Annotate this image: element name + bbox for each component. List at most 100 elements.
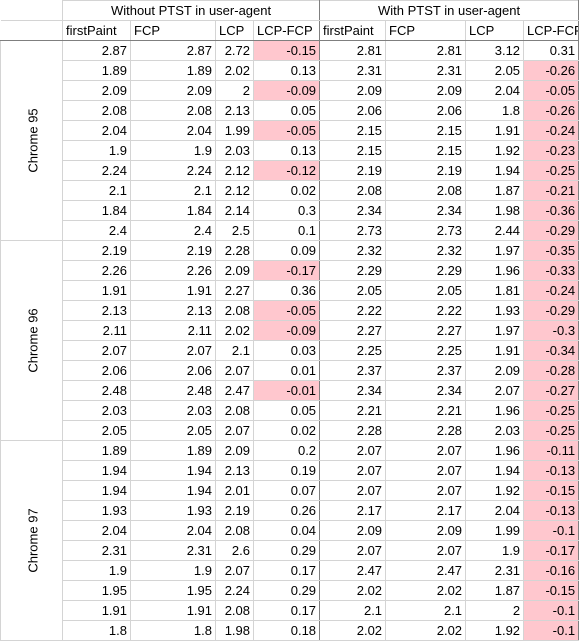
table-cell: 2.27 [215,280,254,301]
table-cell: 1.99 [465,520,525,541]
table-cell: 2.1 [385,600,467,621]
table-cell: 2.06 [130,360,216,381]
table-cell: 1.87 [465,180,525,201]
table-cell: 0.09 [252,240,321,261]
col-header-fcp-without: FCP [130,20,216,41]
table-cell: -0.28 [523,360,580,381]
table-cell: 2.07 [319,540,387,561]
table-cell: -0.24 [523,280,580,301]
col-header-lcp-fcp-with: LCP-FCP [523,20,580,41]
table-cell: 2.04 [130,120,216,141]
table-cell: 2.01 [215,480,254,501]
table-cell: -0.05 [252,300,321,321]
table-cell: 2.07 [385,540,467,561]
table-cell: 1.89 [62,60,131,81]
table-cell: 0.2 [252,440,321,461]
group-label-text: Chrome 97 [25,508,41,573]
table-cell: -0.33 [523,260,580,281]
table-cell: 2.08 [215,300,254,321]
table-cell: 0.1 [252,220,321,241]
table-cell: 2.47 [215,380,254,401]
table-cell: -0.1 [523,520,580,541]
table-row: 2.07 2.07 2.1 0.03 2.25 2.25 1.91 -0.34 [1,340,580,361]
group-label: Chrome 95 [0,40,63,241]
table-cell: -0.29 [523,220,580,241]
table-cell: -0.34 [523,340,580,361]
table-cell: 2.28 [215,240,254,261]
table-cell: -0.01 [252,380,321,401]
table-cell: 1.94 [130,460,216,481]
table-cell: 2.31 [465,560,525,581]
table-cell: 2.13 [62,300,131,321]
table-cell: 1.9 [130,560,216,581]
table-cell: -0.26 [523,100,580,121]
table-cell: 2.1 [319,600,387,621]
table-cell: 2.09 [385,80,467,101]
table-cell: -0.35 [523,240,580,261]
column-header-row: firstPaint FCP LCP LCP-FCP firstPaint FC… [0,20,580,41]
col-header-lcp-without: LCP [215,20,254,41]
table-cell: 2.09 [385,520,467,541]
table-cell: 2.5 [215,220,254,241]
table-cell: 2.07 [319,440,387,461]
table-cell: -0.05 [252,120,321,141]
table-cell: 2.24 [130,160,216,181]
table-row: 2.05 2.05 2.07 0.02 2.28 2.28 2.03 -0.25 [1,420,580,441]
table-cell: 2.02 [319,620,387,641]
table-cell: 2.06 [319,100,387,121]
table-cell: 2.09 [319,520,387,541]
table-cell: 0.13 [252,60,321,81]
table-cell: 1.89 [62,440,131,461]
table-cell: -0.16 [523,560,580,581]
table-row: 2.11 2.11 2.02 -0.09 2.27 2.27 1.97 -0.3 [1,320,580,341]
table-cell: 1.98 [215,620,254,641]
table-cell: -0.26 [523,60,580,81]
table-cell: 2.04 [62,120,131,141]
table-cell: 2.07 [465,380,525,401]
group-header-row: Without PTST in user-agent With PTST in … [0,0,580,21]
table-cell: 2.12 [215,160,254,181]
table-cell: 0.07 [252,480,321,501]
table-cell: 2.07 [385,460,467,481]
col-header-firstpaint-without: firstPaint [62,20,131,41]
table-cell: 2.15 [319,140,387,161]
table-row: 1.91 1.91 2.27 0.36 2.05 2.05 1.81 -0.24 [1,280,580,301]
table-cell: 2.6 [215,540,254,561]
corner-cell [0,20,63,41]
col-header-lcp-fcp-without: LCP-FCP [252,20,321,41]
table-cell: 2.32 [385,240,467,261]
table-cell: 2.19 [62,240,131,261]
table-cell: 2.07 [215,560,254,581]
table-cell: -0.23 [523,140,580,161]
table-cell: 2.11 [62,320,131,341]
table-cell: 2.07 [319,460,387,481]
table-cell: 0.29 [252,540,321,561]
table-cell: 1.93 [62,500,131,521]
table-cell: 1.84 [130,200,216,221]
table-cell: 2.48 [62,380,131,401]
table-cell: 1.93 [130,500,216,521]
table-cell: 1.98 [465,200,525,221]
table-cell: 2.07 [215,360,254,381]
table-cell: 2.14 [215,200,254,221]
table-cell: 2.09 [62,80,131,101]
table-cell: 1.84 [62,200,131,221]
table-cell: 2.27 [319,320,387,341]
table-cell: 1.96 [465,400,525,421]
table-cell: 2.08 [319,180,387,201]
table-row: 2.08 2.08 2.13 0.05 2.06 2.06 1.8 -0.26 [1,100,580,121]
table-cell: 2.08 [62,100,131,121]
table-cell: 1.8 [465,100,525,121]
table-cell: 2.1 [130,180,216,201]
group-label-text: Chrome 95 [25,108,41,173]
table-cell: 1.92 [465,620,525,641]
table-cell: 1.94 [130,480,216,501]
table-cell: 0.17 [252,600,321,621]
table-cell: 2.4 [62,220,131,241]
table-row: 2.09 2.09 2 -0.09 2.09 2.09 2.04 -0.05 [1,80,580,101]
table-cell: 2.21 [319,400,387,421]
table-row: 2.31 2.31 2.6 0.29 2.07 2.07 1.9 -0.17 [1,540,580,561]
table-row: 2.13 2.13 2.08 -0.05 2.22 2.22 1.93 -0.29 [1,300,580,321]
table-cell: 1.97 [465,240,525,261]
table-cell: 2.32 [319,240,387,261]
